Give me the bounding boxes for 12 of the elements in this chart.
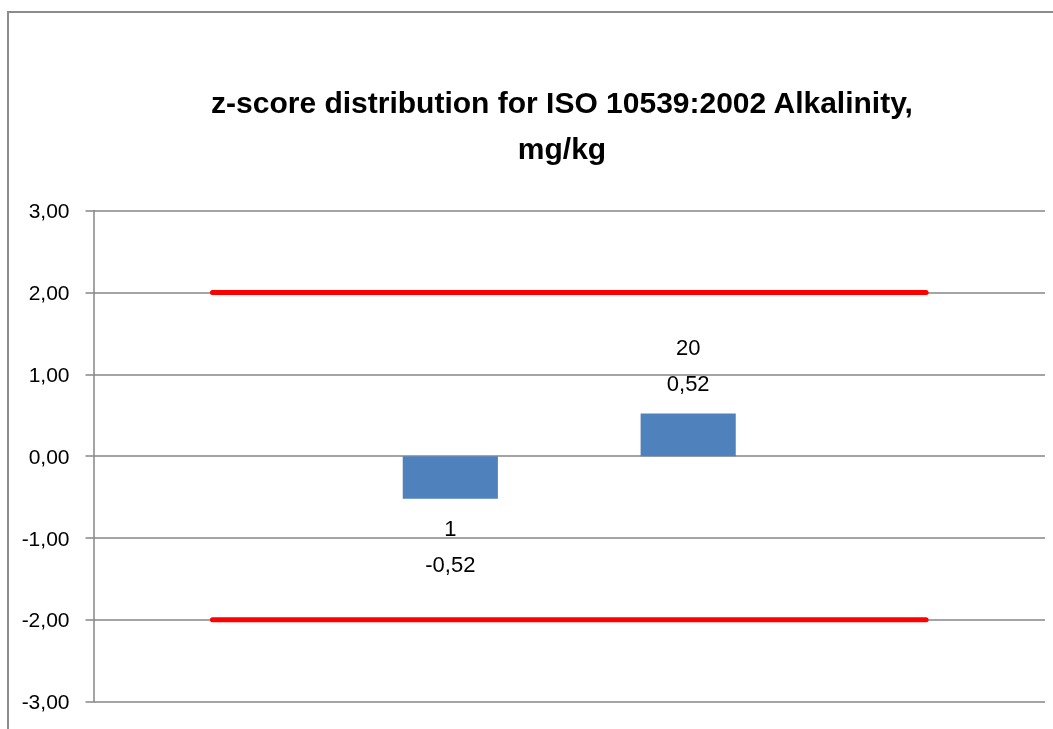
data-label: 0,52	[666, 371, 710, 397]
y-tick-label: 2,00	[28, 280, 70, 304]
x-tick-label: 20	[675, 335, 701, 361]
y-tick-label: -1,00	[21, 526, 70, 550]
data-label: -0,52	[425, 552, 476, 578]
y-tick-label: -3,00	[21, 690, 70, 714]
x-tick-label: 1	[444, 516, 457, 542]
y-tick-label: -2,00	[21, 608, 70, 632]
chart-title: z-score distribution for ISO 10539:2002 Alkalinity, mg/kg	[211, 85, 913, 165]
y-tick-label: 0,00	[28, 444, 70, 468]
y-tick-label: 3,00	[28, 199, 70, 223]
y-tick-label: 1,00	[28, 362, 70, 386]
